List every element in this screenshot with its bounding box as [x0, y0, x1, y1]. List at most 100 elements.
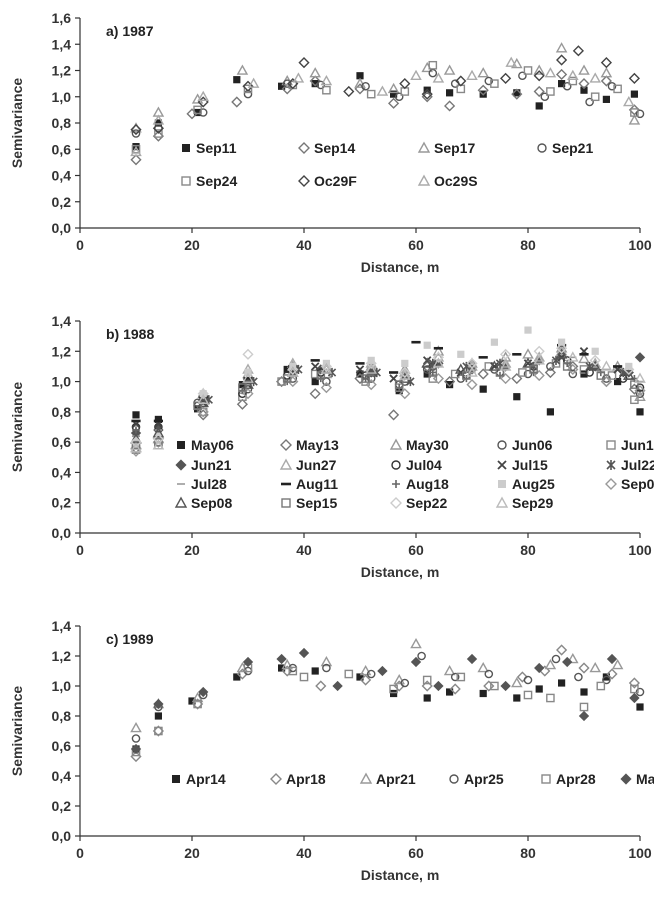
data-point — [556, 54, 568, 66]
data-point — [572, 45, 584, 57]
data-point — [194, 108, 202, 117]
series-Oc29F — [130, 45, 640, 136]
legend: Apr14 Apr18 Apr21 Apr25 Apr28 May01 — [172, 771, 654, 787]
data-point — [399, 366, 411, 379]
data-point — [282, 79, 292, 88]
legend-label: Sep24 — [196, 173, 237, 189]
data-point — [600, 375, 612, 388]
legend-label: Sep17 — [434, 140, 475, 156]
legend-label: Jun13 — [621, 437, 654, 453]
data-point — [534, 662, 545, 674]
data-point — [320, 74, 333, 86]
data-point — [635, 109, 645, 119]
data-point — [410, 656, 422, 668]
data-point — [399, 388, 411, 400]
data-point — [152, 433, 164, 445]
data-point — [591, 347, 599, 355]
y-tick-label: 1,0 — [52, 374, 72, 390]
legend-marker — [605, 478, 617, 490]
data-point — [429, 368, 437, 377]
data-point — [311, 80, 319, 88]
data-point — [555, 42, 568, 53]
data-point — [578, 662, 590, 674]
x-tick-label: 100 — [628, 845, 652, 861]
data-point — [153, 698, 164, 710]
legend-marker — [391, 460, 401, 470]
data-point — [630, 395, 639, 405]
data-point — [388, 97, 400, 109]
data-point — [197, 406, 209, 418]
data-point — [401, 359, 409, 367]
data-point — [499, 360, 512, 371]
data-point — [289, 362, 297, 371]
data-point — [365, 357, 377, 369]
data-point — [495, 368, 505, 377]
data-point — [131, 734, 141, 743]
data-point — [247, 77, 260, 88]
legend-label: Sep14 — [314, 140, 355, 156]
data-point — [287, 375, 299, 388]
data-point — [533, 354, 545, 365]
data-point — [316, 371, 326, 380]
data-point — [490, 338, 498, 346]
legend-label: May01 — [636, 771, 654, 787]
data-point — [505, 56, 517, 67]
data-point — [154, 712, 162, 720]
data-point — [188, 697, 196, 705]
data-point — [309, 67, 321, 78]
data-point — [596, 681, 606, 691]
legend-marker — [270, 773, 282, 785]
y-tick-label: 1,0 — [52, 678, 72, 694]
legend-label: Jul28 — [191, 476, 227, 492]
data-point — [154, 415, 162, 424]
data-point — [523, 66, 533, 75]
data-point — [630, 380, 639, 389]
data-point — [495, 358, 505, 368]
series-May01 — [130, 647, 640, 755]
legend-marker — [620, 773, 632, 785]
data-point — [450, 672, 460, 682]
data-point — [511, 372, 523, 385]
data-point — [394, 380, 404, 389]
legend-marker — [417, 141, 431, 153]
data-point — [198, 108, 208, 117]
data-point — [607, 81, 617, 91]
data-point — [623, 95, 635, 107]
data-point — [423, 370, 431, 378]
data-point — [233, 76, 241, 84]
data-point — [399, 369, 411, 380]
data-point — [456, 672, 466, 682]
data-point — [198, 407, 208, 417]
panel-title: a) 1987 — [106, 23, 154, 39]
data-point — [344, 669, 354, 679]
data-point — [484, 669, 494, 679]
x-tick-label: 20 — [184, 542, 200, 558]
data-point — [130, 154, 142, 166]
data-point — [630, 108, 639, 117]
legend-marker — [606, 440, 616, 450]
data-point — [540, 92, 550, 102]
data-point — [523, 369, 533, 379]
data-point — [394, 92, 404, 102]
legend-label: Sep29 — [512, 495, 553, 511]
data-point — [466, 379, 478, 391]
data-point — [623, 363, 635, 376]
y-tick-label: 0,2 — [52, 194, 72, 210]
data-point — [634, 352, 646, 363]
data-point — [544, 366, 556, 379]
legend-label: Apr28 — [556, 771, 596, 787]
data-point — [523, 690, 533, 700]
series-Sep29 — [130, 351, 646, 453]
series-Apr25 — [131, 651, 645, 743]
series-Sep15 — [131, 362, 639, 450]
series-Jul04 — [131, 356, 645, 432]
data-point — [533, 70, 545, 82]
data-point — [131, 129, 141, 138]
data-point — [388, 409, 400, 421]
data-point — [278, 82, 286, 90]
y-tick-label: 0,6 — [52, 434, 72, 450]
data-point — [533, 369, 545, 382]
data-point — [320, 655, 333, 667]
x-tick-label: 0 — [76, 542, 84, 558]
